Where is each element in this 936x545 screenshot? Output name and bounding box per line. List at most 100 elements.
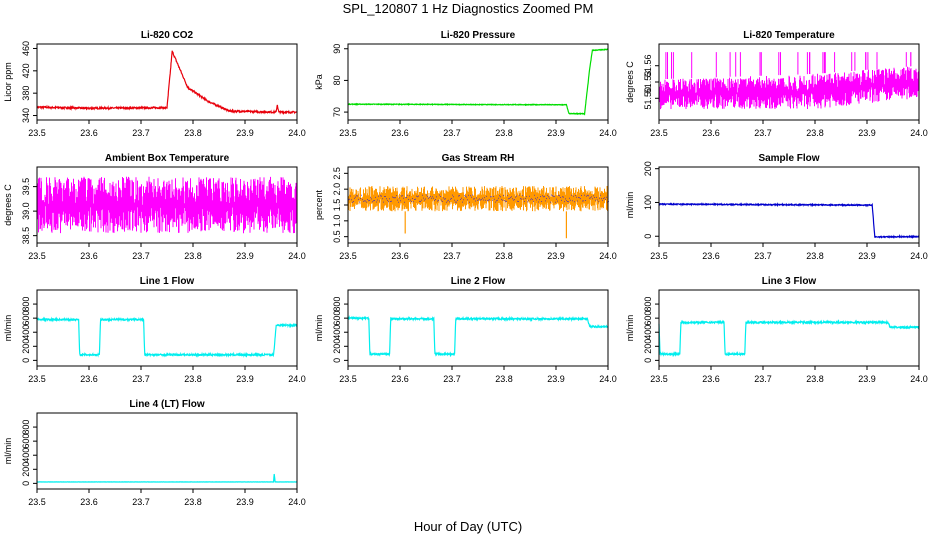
panel-title: Ambient Box Temperature — [105, 153, 230, 164]
series-line — [36, 176, 298, 234]
x-tick-label: 23.8 — [184, 128, 202, 138]
panel-ylabel: ml/min — [625, 192, 635, 219]
y-tick-label: 800 — [332, 297, 342, 312]
y-tick-label: 2.5 — [332, 167, 342, 180]
y-tick-label: 200 — [332, 339, 342, 354]
y-tick-label: 600 — [332, 311, 342, 326]
x-tick-label: 23.5 — [28, 251, 46, 261]
series-path — [36, 473, 298, 483]
series-path — [347, 314, 609, 358]
y-tick-label: 400 — [332, 325, 342, 340]
x-tick-label: 23.5 — [339, 251, 357, 261]
x-tick-label: 23.6 — [391, 128, 409, 138]
panel-1: Li-820 Pressure kPa 23.5 23.6 23.7 23.8 23.9 24… — [314, 30, 617, 138]
x-tick-label: 23.5 — [339, 374, 357, 384]
x-tick-label: 23.8 — [495, 128, 513, 138]
x-tick-label: 23.6 — [391, 251, 409, 261]
plot-frame — [658, 166, 920, 244]
y-tick-label: 200 — [21, 339, 31, 354]
series-band — [658, 66, 920, 110]
x-tick-label: 24.0 — [288, 128, 306, 138]
x-tick-label: 23.7 — [132, 251, 150, 261]
x-tick-label: 23.5 — [28, 128, 46, 138]
series-line — [347, 48, 609, 116]
x-tick-label: 23.8 — [495, 374, 513, 384]
series-path — [658, 319, 920, 358]
series-path — [36, 50, 298, 115]
panel-title: Li-820 CO2 — [141, 30, 194, 41]
x-tick-label: 23.8 — [806, 128, 824, 138]
panels: Li-820 CO2 Licor ppm 23.5 23.6 23.7 23.8 23.9 2… — [3, 30, 928, 507]
panel-title: Line 4 (LT) Flow — [129, 399, 205, 410]
series-line — [36, 473, 298, 483]
y-tick-label: 0 — [643, 358, 653, 363]
panel-ylabel: Licor ppm — [3, 62, 13, 102]
series-path — [658, 202, 920, 239]
y-tick-label: 1.5 — [332, 199, 342, 212]
series-line — [658, 202, 920, 239]
panel-0: Li-820 CO2 Licor ppm 23.5 23.6 23.7 23.8 23.9 2… — [3, 30, 306, 138]
series-path — [36, 316, 298, 358]
y-tick-label: 600 — [643, 311, 653, 326]
panel-title: Line 1 Flow — [140, 276, 195, 287]
y-tick-label: 0 — [21, 358, 31, 363]
panel-4: Gas Stream RH percent 23.5 23.6 23.7 23.8 23.9… — [314, 153, 617, 261]
panel-3: Ambient Box Temperature degrees C 23.5 23.6… — [3, 153, 306, 261]
x-tick-label: 23.7 — [132, 497, 150, 507]
plot-frame — [36, 412, 298, 490]
x-tick-label: 23.7 — [132, 128, 150, 138]
x-tick-label: 23.5 — [28, 497, 46, 507]
panel-8: Line 3 Flow ml/min 23.5 23.6 23.7 23.8 23.9 24.… — [625, 276, 928, 384]
y-tick-label: 800 — [21, 297, 31, 312]
series-line — [658, 319, 920, 358]
x-tick-label: 23.9 — [547, 374, 565, 384]
panel-title: Sample Flow — [758, 153, 819, 164]
y-tick-label: 51.50 — [643, 87, 653, 110]
series-line — [36, 50, 298, 115]
y-tick-label: 39.0 — [21, 202, 31, 220]
y-tick-label: 0 — [21, 481, 31, 486]
panel-ylabel: percent — [314, 189, 324, 220]
x-tick-label: 23.9 — [858, 251, 876, 261]
x-tick-label: 23.6 — [702, 251, 720, 261]
y-tick-label: 100 — [643, 195, 653, 210]
y-tick-label: 39.5 — [21, 178, 31, 196]
y-tick-label: 51.56 — [643, 54, 653, 77]
panel-9: Line 4 (LT) Flow ml/min 23.5 23.6 23.7 23.8 23… — [3, 399, 306, 507]
x-tick-label: 23.6 — [80, 497, 98, 507]
x-tick-label: 23.8 — [806, 251, 824, 261]
x-tick-label: 24.0 — [288, 374, 306, 384]
plot-frame — [347, 289, 609, 367]
x-tick-label: 23.9 — [236, 251, 254, 261]
x-tick-label: 23.6 — [702, 128, 720, 138]
plot-frame — [36, 166, 298, 244]
y-tick-label: 800 — [643, 297, 653, 312]
x-tick-label: 23.6 — [702, 374, 720, 384]
x-tick-label: 23.8 — [495, 251, 513, 261]
series-line — [36, 316, 298, 358]
panel-2: Li-820 Temperature degrees C 23.5 23.6 23.7 2… — [625, 30, 928, 138]
plot-frame — [658, 289, 920, 367]
x-tick-label: 23.7 — [754, 128, 772, 138]
y-tick-label: 400 — [21, 448, 31, 463]
x-tick-label: 23.7 — [443, 374, 461, 384]
x-tick-label: 24.0 — [599, 251, 617, 261]
series-path — [347, 48, 609, 116]
x-tick-label: 23.7 — [754, 374, 772, 384]
panel-ylabel: ml/min — [3, 438, 13, 465]
panel-7: Line 2 Flow ml/min 23.5 23.6 23.7 23.8 23.9 24.… — [314, 276, 617, 384]
y-tick-label: 600 — [21, 311, 31, 326]
y-tick-label: 200 — [643, 339, 653, 354]
panel-title: Line 2 Flow — [451, 276, 506, 287]
x-tick-label: 23.8 — [184, 251, 202, 261]
y-tick-label: 200 — [643, 161, 653, 176]
x-tick-label: 23.9 — [547, 251, 565, 261]
y-tick-label: 51.53 — [643, 71, 653, 94]
series-line — [347, 314, 609, 358]
x-tick-label: 23.5 — [28, 374, 46, 384]
panel-ylabel: degrees C — [625, 61, 635, 103]
y-tick-label: 80 — [332, 75, 342, 85]
x-tick-label: 24.0 — [288, 497, 306, 507]
plot-frame — [36, 43, 298, 121]
